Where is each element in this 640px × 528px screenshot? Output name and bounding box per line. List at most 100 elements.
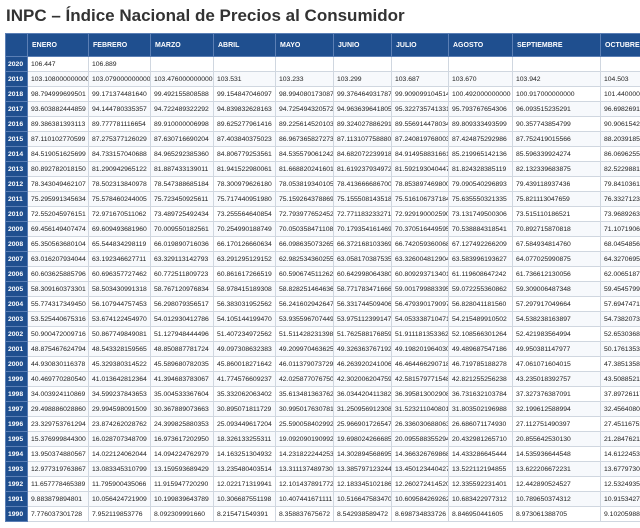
- value-cell: 52.421983564994: [512, 326, 601, 342]
- value-cell: 56.107944757453: [88, 296, 151, 312]
- value-cell: 27.112751490397: [512, 416, 601, 432]
- value-cell: 67.584934814760: [512, 236, 601, 252]
- value-cell: 37.897261173219: [600, 386, 640, 402]
- value-cell: 60.809293713401: [391, 266, 449, 282]
- value-cell: 36.731632103784: [448, 386, 513, 402]
- table-row: 2002 50.900472009716 50.867749849081 51.127…: [5, 326, 640, 342]
- value-cell: 75.155508143518: [333, 191, 392, 207]
- value-cell: 103.299: [333, 71, 392, 87]
- value-cell: 84.535579061242: [275, 146, 334, 162]
- value-cell: 56.828041181560: [448, 296, 513, 312]
- value-cell: 85.596339924274: [512, 146, 601, 162]
- value-cell: 14.231822244253: [275, 446, 334, 462]
- value-cell: 27.451167539621: [600, 416, 640, 432]
- value-cell: 75.635550321335: [448, 191, 513, 207]
- value-cell: 63.016207934044: [27, 251, 89, 267]
- value-cell: 89.386381393113: [27, 116, 89, 132]
- value-cell: [448, 56, 513, 72]
- value-cell: 13.159593689429: [150, 461, 214, 477]
- value-cell: 37.327376387091: [512, 386, 601, 402]
- value-cell: 25.590058402992: [275, 416, 334, 432]
- value-cell: 103.670: [448, 71, 513, 87]
- value-cell: 69.609493681960: [88, 221, 151, 237]
- value-cell: 54.053338710471: [391, 311, 449, 327]
- value-cell: 78.502313840978: [88, 176, 151, 192]
- value-cell: 75.159264378869: [275, 191, 334, 207]
- table-row: 1998 34.003924110869 34.599237843653 35.004…: [5, 386, 640, 402]
- header-row: ENERO FEBRERO MARZO ABRIL MAYO JUNIO JULIO AGOS…: [5, 33, 640, 57]
- value-cell: 75.717440951980: [213, 191, 276, 207]
- value-cell: 100.492000000000: [448, 86, 513, 102]
- value-cell: 63.291295129152: [213, 251, 276, 267]
- value-cell: 13.622206672231: [512, 461, 601, 477]
- value-cell: 94.144780335357: [88, 101, 151, 117]
- year-cell: 1997: [5, 401, 28, 417]
- value-cell: 41.394683783067: [150, 371, 214, 387]
- value-cell: 75.723450925611: [150, 191, 214, 207]
- value-cell: 60.861617266519: [213, 266, 276, 282]
- value-cell: 78.343049462107: [27, 176, 89, 192]
- value-cell: 99.171374481640: [88, 86, 151, 102]
- value-cell: 20.855642530130: [512, 431, 601, 447]
- value-cell: 60.696357727462: [88, 266, 151, 282]
- value-cell: 16.973617202950: [150, 431, 214, 447]
- value-cell: 78.853897469800: [391, 176, 449, 192]
- value-cell: 35.332062063402: [213, 386, 276, 402]
- value-cell: 70.179354161469: [333, 221, 392, 237]
- value-cell: 55.774317349450: [27, 296, 89, 312]
- table-row: 1999 40.469770280540 41.013642812364 41.394…: [5, 371, 640, 387]
- value-cell: 29.498886028860: [27, 401, 89, 417]
- value-cell: 89.809333493599: [448, 116, 513, 132]
- value-cell: 45.329380314522: [88, 356, 151, 372]
- value-cell: 80.892782018150: [27, 161, 89, 177]
- value-cell: [213, 56, 276, 72]
- year-cell: 2014: [5, 146, 28, 162]
- value-cell: 58.309160373301: [27, 281, 89, 297]
- value-cell: 49.326363767192: [333, 341, 392, 357]
- year-cell: 2000: [5, 356, 28, 372]
- table-body: 2020 106.447 106.889 2019 103.108000000000 10…: [5, 56, 640, 522]
- value-cell: 21.284762116615: [600, 431, 640, 447]
- table-row: 2003 53.525440675316 53.674122454970 54.012…: [5, 311, 640, 327]
- year-cell: 1996: [5, 416, 28, 432]
- value-cell: 98.794999699501: [27, 86, 89, 102]
- value-cell: 46.464466290718: [391, 356, 449, 372]
- value-cell: 25.093449617204: [213, 416, 276, 432]
- value-cell: 31.523211040801: [391, 401, 449, 417]
- value-cell: 57.694747165399: [600, 296, 640, 312]
- value-cell: 40.469770280540: [27, 371, 89, 387]
- table-row: 2013 80.892782018150 81.290942965122 81.887…: [5, 161, 640, 177]
- value-cell: 10.789650374312: [512, 491, 601, 507]
- value-cell: 79.439118937436: [512, 176, 601, 192]
- value-cell: 49.097308632383: [213, 341, 276, 357]
- value-cell: 16.028707348709: [88, 431, 151, 447]
- value-cell: 26.336030688063: [391, 416, 449, 432]
- value-cell: 66.372168103369: [333, 236, 392, 252]
- column-header: MARZO: [150, 33, 214, 57]
- value-cell: 56.383031952562: [213, 296, 276, 312]
- value-cell: 12.101437891772: [275, 476, 334, 492]
- value-cell: 101.440000000000: [600, 86, 640, 102]
- value-cell: 54.215489910502: [448, 311, 513, 327]
- value-cell: 23.874262028762: [88, 416, 151, 432]
- column-header: MAYO: [275, 33, 334, 57]
- value-cell: 87.275377126029: [88, 131, 151, 147]
- value-cell: 19.092090190992: [275, 431, 334, 447]
- value-cell: 49.209970463625: [275, 341, 334, 357]
- value-cell: 24.399825880353: [150, 416, 214, 432]
- value-cell: 10.407441671111: [275, 491, 334, 507]
- value-cell: [600, 56, 640, 72]
- table-row: 2004 55.774317349450 56.107944757453 56.298…: [5, 296, 640, 312]
- value-cell: 10.915342738564: [600, 491, 640, 507]
- value-cell: 56.479390179097: [391, 296, 449, 312]
- value-cell: 87.424875292986: [448, 131, 513, 147]
- table-row: 2014 84.519051625699 84.733157040688 84.965…: [5, 146, 640, 162]
- value-cell: 32.456408023700: [600, 401, 640, 417]
- value-cell: 13.450123440427: [391, 461, 449, 477]
- value-cell: 84.914958831661: [391, 146, 449, 162]
- value-cell: 89.225614520103: [275, 116, 334, 132]
- value-cell: 50.176135367754: [600, 341, 640, 357]
- value-cell: 43.235018392757: [512, 371, 601, 387]
- value-cell: 88.203918504716: [600, 131, 640, 147]
- value-cell: 72.552045976151: [27, 206, 89, 222]
